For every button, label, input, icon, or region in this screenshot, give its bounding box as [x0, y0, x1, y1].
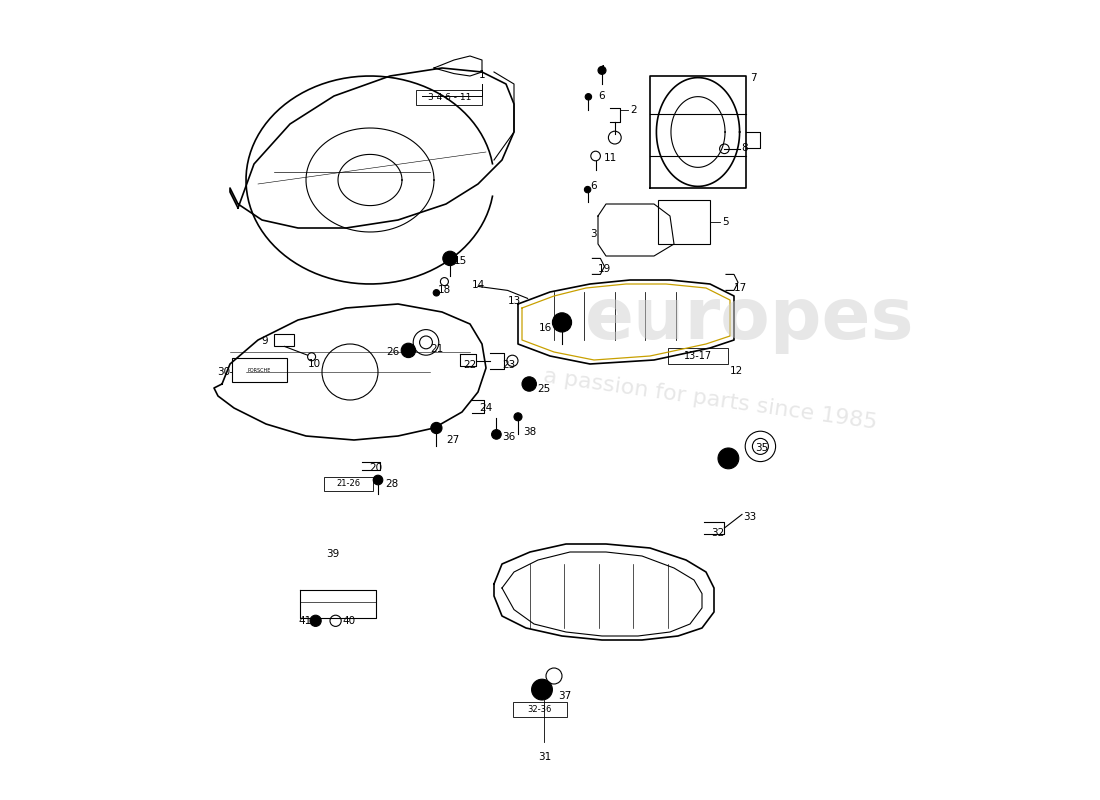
Circle shape: [443, 251, 458, 266]
Text: 14: 14: [472, 280, 485, 290]
Text: 32: 32: [712, 528, 725, 538]
Text: 24: 24: [480, 403, 493, 413]
Text: 41: 41: [298, 616, 311, 626]
Bar: [274, 334, 294, 346]
Text: 9: 9: [261, 336, 267, 346]
Text: 26: 26: [386, 347, 399, 357]
Text: 5: 5: [722, 218, 728, 227]
Circle shape: [718, 448, 739, 469]
Text: 13-17: 13-17: [684, 351, 712, 361]
Text: 13: 13: [507, 296, 521, 306]
Bar: [323, 477, 373, 491]
Text: 12: 12: [730, 366, 744, 375]
Text: 15: 15: [454, 256, 467, 266]
Bar: [669, 348, 728, 364]
Circle shape: [433, 290, 440, 296]
Text: 37: 37: [558, 691, 571, 701]
Bar: [514, 702, 566, 717]
Text: 6: 6: [590, 182, 596, 191]
Circle shape: [431, 422, 442, 434]
Bar: [232, 358, 287, 382]
Text: 20: 20: [370, 463, 383, 473]
Text: 31: 31: [538, 752, 551, 762]
Text: 25: 25: [537, 384, 550, 394]
Text: 28: 28: [385, 479, 398, 489]
Text: 36: 36: [502, 432, 515, 442]
Text: europes: europes: [585, 286, 915, 354]
Text: 4: 4: [598, 66, 605, 75]
Text: 10: 10: [308, 359, 321, 369]
Text: 7: 7: [750, 74, 757, 83]
Text: 23: 23: [502, 360, 515, 370]
Circle shape: [522, 377, 537, 391]
Text: 22: 22: [463, 360, 477, 370]
Bar: [417, 90, 482, 105]
Circle shape: [598, 66, 606, 74]
Text: 39: 39: [326, 550, 339, 559]
Text: 2: 2: [630, 106, 637, 115]
Text: 3: 3: [590, 230, 596, 239]
Text: 11: 11: [604, 154, 617, 163]
Circle shape: [310, 615, 321, 626]
Text: 35: 35: [756, 443, 769, 453]
Circle shape: [447, 255, 453, 262]
Text: 16: 16: [538, 323, 551, 333]
Circle shape: [531, 679, 552, 700]
Text: 19: 19: [598, 264, 612, 274]
Circle shape: [514, 413, 522, 421]
Text: 32-36: 32-36: [527, 705, 552, 714]
Text: 17: 17: [734, 283, 747, 293]
Text: 33: 33: [744, 512, 757, 522]
Text: a passion for parts since 1985: a passion for parts since 1985: [542, 366, 878, 434]
Text: 6: 6: [598, 91, 605, 101]
Text: 18: 18: [438, 286, 451, 295]
Circle shape: [552, 313, 572, 332]
Text: 34: 34: [722, 456, 735, 466]
Circle shape: [492, 430, 502, 439]
Text: 38: 38: [524, 427, 537, 437]
Text: 27: 27: [446, 435, 460, 445]
Circle shape: [585, 94, 592, 100]
Text: 21-26: 21-26: [337, 479, 361, 489]
Text: 40: 40: [342, 616, 355, 626]
Bar: [658, 200, 710, 244]
Text: 8: 8: [741, 143, 748, 153]
Circle shape: [373, 475, 383, 485]
Text: PORSCHE: PORSCHE: [248, 368, 272, 373]
Circle shape: [584, 186, 591, 193]
Text: 21: 21: [430, 344, 443, 354]
Text: 30: 30: [217, 367, 230, 377]
Text: 1: 1: [478, 70, 485, 80]
Circle shape: [402, 343, 416, 358]
Text: 3 4 6 - 11: 3 4 6 - 11: [428, 93, 471, 102]
